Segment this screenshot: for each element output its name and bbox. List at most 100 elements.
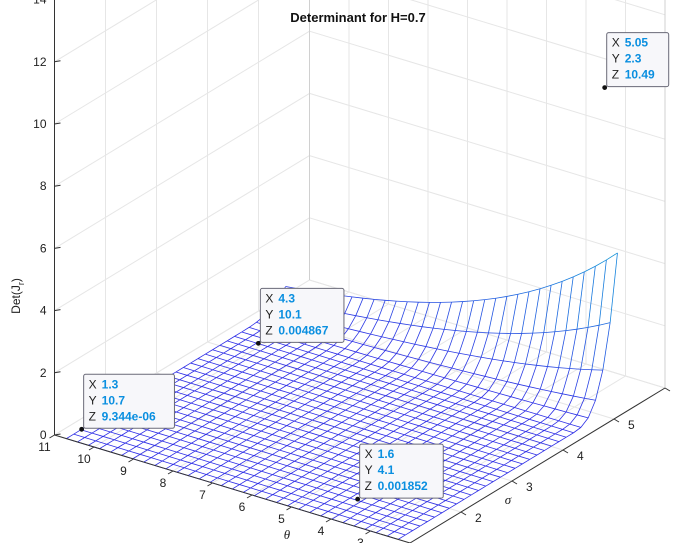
mesh-line — [201, 406, 214, 411]
mesh-line — [238, 383, 250, 389]
mesh-line — [419, 521, 428, 527]
mesh-line — [243, 487, 251, 493]
mesh-line — [290, 412, 302, 418]
mesh-line — [462, 414, 471, 420]
mesh-line — [304, 419, 313, 425]
mesh-line — [249, 342, 257, 348]
mesh-line — [342, 497, 351, 503]
mesh-line — [241, 367, 250, 373]
mesh-line — [474, 477, 483, 484]
mesh-line — [558, 367, 570, 369]
mesh-line — [359, 354, 368, 362]
mesh-line — [275, 397, 284, 403]
mesh-line — [580, 368, 592, 371]
mesh-line — [389, 398, 398, 404]
mesh-line — [507, 407, 515, 413]
mesh-line — [290, 448, 299, 454]
mesh-line — [283, 497, 295, 502]
mesh-line — [351, 331, 360, 342]
mesh-line — [437, 424, 449, 429]
mesh-line — [305, 444, 317, 449]
mesh-line — [95, 440, 107, 445]
mesh-line — [227, 436, 236, 442]
mesh-line — [194, 446, 203, 452]
mesh-line — [576, 398, 585, 416]
mesh-line — [198, 378, 210, 383]
mesh-line — [114, 439, 126, 444]
mesh-line — [249, 387, 261, 392]
mesh-line — [507, 467, 516, 474]
mesh-line — [165, 428, 177, 433]
mesh-line — [267, 361, 276, 367]
mesh-line — [183, 442, 192, 449]
mesh-line — [327, 466, 336, 472]
sigma-tick-label: 4 — [577, 449, 584, 463]
mesh-line — [433, 392, 442, 398]
mesh-line — [327, 430, 339, 435]
mesh-line — [456, 479, 464, 485]
mesh-line — [499, 381, 508, 394]
mesh-line — [459, 471, 472, 476]
mesh-line — [455, 398, 464, 404]
mesh-line — [309, 507, 318, 513]
mesh-line — [272, 449, 280, 455]
mesh-line — [286, 360, 294, 366]
datatip-key: Z — [265, 323, 272, 337]
mesh-line — [191, 422, 203, 427]
mesh-line — [300, 376, 313, 381]
mesh-line — [448, 467, 461, 472]
mesh-line — [426, 400, 438, 406]
mesh-line — [492, 461, 505, 466]
mesh-line — [279, 469, 292, 474]
mesh-line — [297, 368, 309, 373]
mesh-line — [462, 300, 474, 302]
mesh-line — [231, 464, 240, 470]
mesh-line — [216, 432, 225, 439]
mesh-line — [451, 301, 463, 303]
mesh-line — [205, 449, 214, 455]
side-wall-grid-line — [54, 30, 310, 187]
mesh-line — [419, 425, 431, 430]
mesh-line — [212, 369, 224, 374]
mesh-line — [216, 417, 229, 422]
mesh-line — [392, 338, 404, 343]
mesh-line — [374, 367, 383, 373]
mesh-line — [304, 404, 317, 409]
mesh-line — [294, 476, 303, 482]
datatip-box — [83, 373, 175, 429]
mesh-line — [201, 381, 210, 387]
mesh-line — [242, 387, 250, 393]
mesh-line — [394, 531, 406, 536]
mesh-line — [419, 505, 432, 510]
mesh-line — [235, 451, 244, 458]
mesh-line — [536, 364, 548, 367]
mesh-line — [360, 420, 372, 426]
mesh-line — [338, 414, 350, 419]
mesh-line — [235, 456, 247, 461]
mesh-line — [227, 376, 236, 382]
datatip-key: Z — [89, 409, 96, 423]
mesh-line — [338, 429, 346, 435]
mesh-line — [434, 512, 443, 518]
mesh-line — [327, 506, 336, 512]
mesh-line — [373, 336, 382, 348]
mesh-line — [201, 361, 210, 367]
mesh-line — [562, 429, 574, 434]
mesh-line — [282, 397, 295, 402]
mesh-line — [290, 392, 302, 398]
mesh-line — [467, 446, 479, 451]
mesh-line — [282, 413, 291, 419]
mesh-line — [316, 467, 328, 472]
mesh-line — [463, 454, 472, 460]
mesh-line — [367, 376, 379, 381]
mesh-line — [418, 400, 427, 407]
mesh-line — [268, 461, 277, 468]
mesh-line — [330, 358, 342, 363]
floor-grid-line — [133, 303, 389, 460]
mesh-line — [341, 417, 350, 423]
mesh-line — [536, 434, 549, 439]
mesh-line — [226, 336, 235, 342]
mesh-line — [433, 396, 445, 401]
mesh-line — [245, 379, 258, 384]
